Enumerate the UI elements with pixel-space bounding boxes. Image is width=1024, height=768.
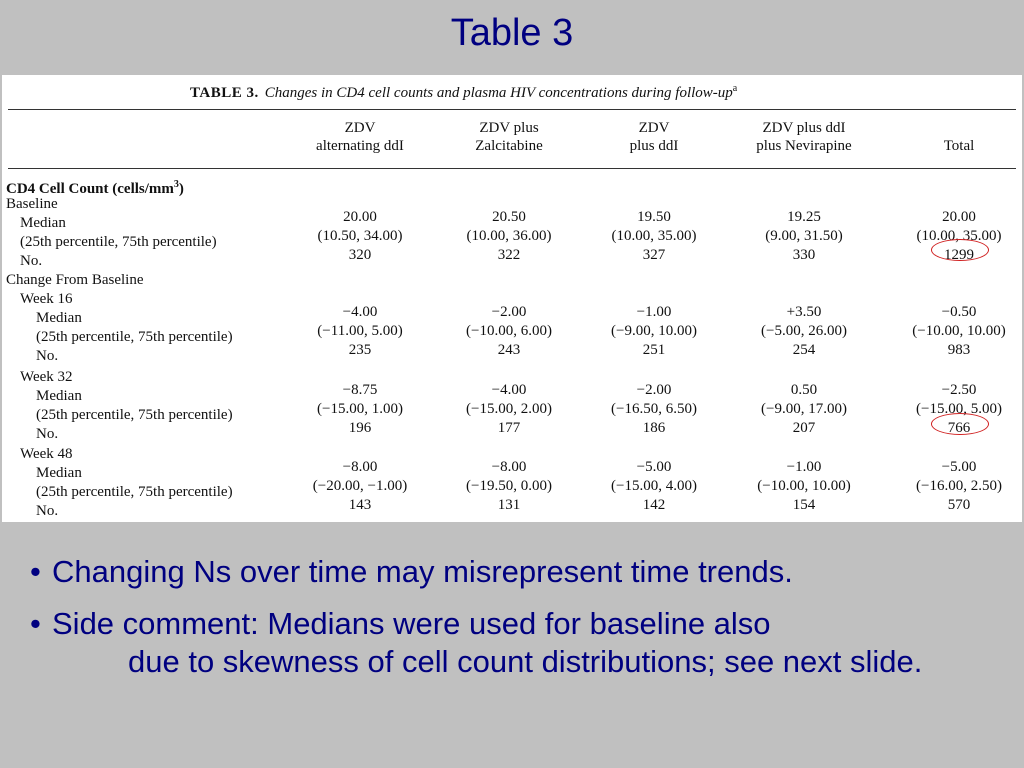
- table-cell-no: 322: [497, 247, 521, 263]
- table-cell-no: 251: [642, 342, 666, 358]
- column-header-zdv-plus-ddi: ZDV plus ddI: [629, 120, 679, 154]
- table-cell-median: 20.00: [942, 209, 976, 225]
- row-label-percentile: (25th percentile, 75th percentile): [20, 234, 217, 250]
- table-top-rule: [8, 109, 1016, 110]
- row-label-baseline: Baseline: [6, 196, 58, 212]
- table-cell-median: −2.00: [491, 304, 527, 320]
- table-cell-median: −1.00: [786, 459, 822, 475]
- table-cell-pct: (−11.00, 5.00): [317, 323, 403, 339]
- table-cell-median: 19.25: [787, 209, 821, 225]
- slide-title: Table 3: [450, 12, 574, 54]
- table-cell-no: 243: [497, 342, 521, 358]
- table-cell-pct: (−16.00, 2.50): [916, 478, 1002, 494]
- table-cell-no: 207: [792, 420, 816, 436]
- table-cell-no: 330: [792, 247, 816, 263]
- table-cell-median: −8.00: [342, 459, 378, 475]
- table-cell-pct: (−10.00, 10.00): [912, 323, 1006, 339]
- table-cell-pct: (−10.00, 6.00): [466, 323, 552, 339]
- table-cell-pct: (−15.00, 4.00): [611, 478, 697, 494]
- table-cell-median: −0.50: [941, 304, 977, 320]
- table-cell-no: 254: [792, 342, 816, 358]
- table-cell-no: 196: [348, 420, 372, 436]
- table-cell-median: −1.00: [636, 304, 672, 320]
- table-cell-no: 131: [497, 497, 521, 513]
- table-cell-pct: (10.00, 35.00): [611, 228, 697, 244]
- row-label-no: No.: [20, 253, 43, 269]
- table-cell-pct: (9.00, 31.50): [765, 228, 843, 244]
- table-cell-no: 983: [947, 342, 971, 358]
- table-cell-pct: (−5.00, 26.00): [761, 323, 847, 339]
- section-title: CD4 Cell Count (cells/mm3): [6, 179, 184, 197]
- caption-label: TABLE 3.: [190, 85, 259, 101]
- table-cell-pct: (−19.50, 0.00): [466, 478, 552, 494]
- table-cell-pct: (−20.00, −1.00): [312, 478, 408, 494]
- column-header-zdv-ddi-nevirapine: ZDV plus ddI plus Nevirapine: [756, 120, 852, 154]
- column-header-zdv-alternating-ddi: ZDV alternating ddI: [316, 120, 404, 154]
- bullet-item: Side comment: Medians were used for base…: [28, 605, 1018, 681]
- bullet-item: Changing Ns over time may misrepresent t…: [28, 553, 1018, 591]
- row-label-no: No.: [36, 503, 59, 519]
- table-cell-median: −2.50: [941, 382, 977, 398]
- column-header-zdv-plus-zalcitabine: ZDV plus Zalcitabine: [475, 120, 543, 154]
- table-cell-no: 320: [348, 247, 372, 263]
- row-label-median: Median: [36, 388, 82, 404]
- table-cell-median: −4.00: [491, 382, 527, 398]
- table-cell-median: −8.75: [342, 382, 378, 398]
- row-label-no: No.: [36, 348, 59, 364]
- table-cell-pct: (−16.50, 6.50): [611, 401, 697, 417]
- table-cell-no: 154: [792, 497, 816, 513]
- table-cell-pct: (−15.00, 2.00): [466, 401, 552, 417]
- row-label-week-32: Week 32: [20, 369, 73, 385]
- table-cell-no: 142: [642, 497, 666, 513]
- table-cell-median: 20.50: [492, 209, 526, 225]
- table-cell-pct: (10.00, 36.00): [466, 228, 552, 244]
- row-label-no: No.: [36, 426, 59, 442]
- table-cell-no: 570: [947, 497, 971, 513]
- caption-text: Changes in CD4 cell counts and plasma HI…: [264, 85, 733, 101]
- table-cell-pct: (10.50, 34.00): [317, 228, 403, 244]
- table-cell-pct: (10.00, 35.00): [916, 228, 1002, 244]
- table-cell-median: −5.00: [636, 459, 672, 475]
- table-cell-pct: (−15.00, 1.00): [317, 401, 403, 417]
- row-label-percentile: (25th percentile, 75th percentile): [36, 407, 233, 423]
- row-label-median: Median: [36, 310, 82, 326]
- bullet-list: Changing Ns over time may misrepresent t…: [28, 553, 1018, 695]
- row-label-change-from-baseline: Change From Baseline: [6, 272, 144, 288]
- table-cell-no: 235: [348, 342, 372, 358]
- table-cell-median: +3.50: [786, 304, 822, 320]
- row-label-median: Median: [36, 465, 82, 481]
- table-cell-median: −4.00: [342, 304, 378, 320]
- table-cell-pct: (−9.00, 17.00): [761, 401, 847, 417]
- table-cell-median: 19.50: [637, 209, 671, 225]
- row-label-median: Median: [20, 215, 66, 231]
- table-cell-pct: (−9.00, 10.00): [611, 323, 697, 339]
- row-label-percentile: (25th percentile, 75th percentile): [36, 329, 233, 345]
- table-cell-no: 186: [642, 420, 666, 436]
- table-cell-no: 177: [497, 420, 521, 436]
- table-cell-median: 0.50: [790, 382, 818, 398]
- row-label-week-48: Week 48: [20, 446, 73, 462]
- table-cell-no: 143: [348, 497, 372, 513]
- column-header-total: Total: [943, 138, 975, 154]
- annotation-circle-1299: [931, 239, 989, 261]
- row-label-week-16: Week 16: [20, 291, 73, 307]
- table-cell-median: 20.00: [343, 209, 377, 225]
- table-cell-pct: (−15.00, 5.00): [916, 401, 1002, 417]
- table-cell-median: −2.00: [636, 382, 672, 398]
- annotation-circle-766: [931, 413, 989, 435]
- table-header-rule: [8, 168, 1016, 169]
- scanned-table: TABLE 3. Changes in CD4 cell counts and p…: [2, 75, 1022, 522]
- table-cell-pct: (−10.00, 10.00): [757, 478, 851, 494]
- table-cell-median: −8.00: [491, 459, 527, 475]
- table-cell-median: −5.00: [941, 459, 977, 475]
- table-cell-no: 327: [642, 247, 666, 263]
- table-caption: TABLE 3. Changes in CD4 cell counts and p…: [190, 83, 737, 102]
- caption-footnote-mark: a: [732, 83, 738, 94]
- row-label-percentile: (25th percentile, 75th percentile): [36, 484, 233, 500]
